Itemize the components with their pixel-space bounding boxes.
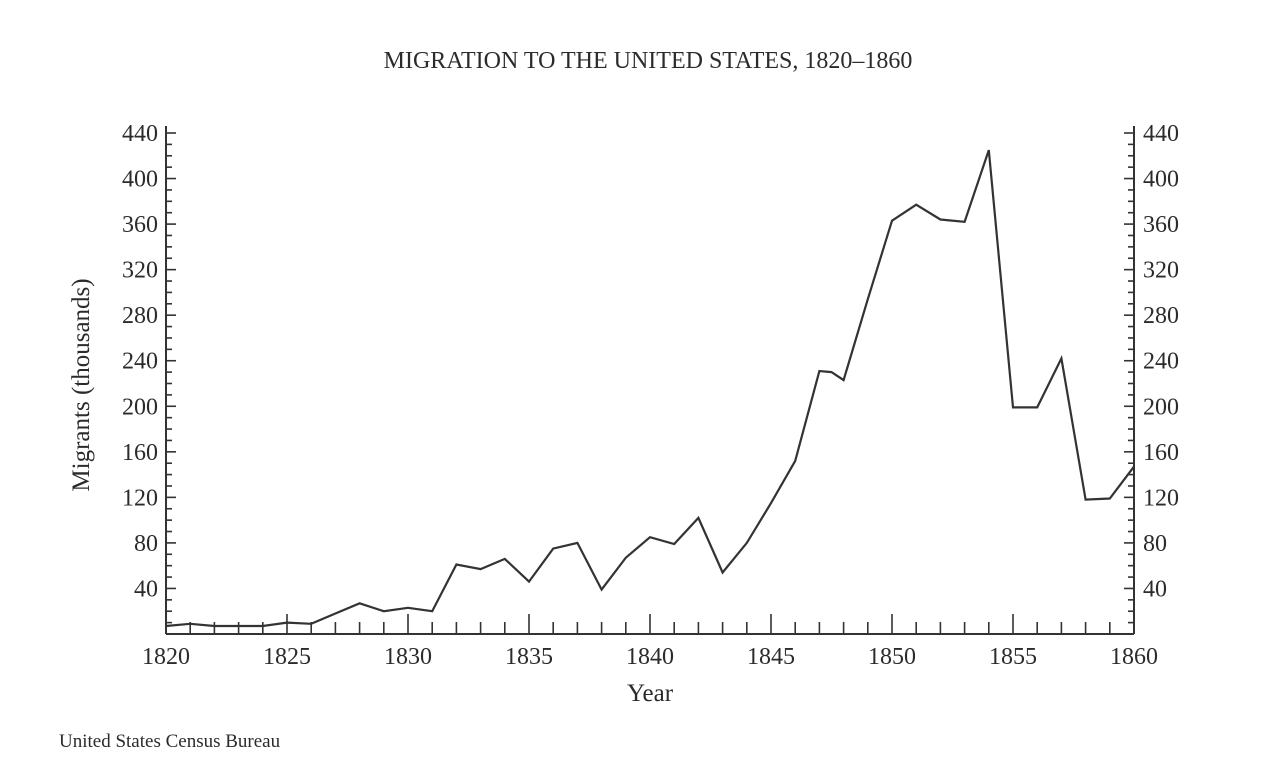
x-tick-label: 1820 [142, 644, 190, 670]
x-tick-label: 1840 [626, 644, 674, 670]
x-tick-label: 1850 [868, 644, 916, 670]
y-tick-label: 320 [122, 258, 158, 284]
x-tick-label: 1830 [384, 644, 432, 670]
y-tick-label-right: 280 [1143, 303, 1179, 329]
x-tick-label: 1860 [1110, 644, 1158, 670]
y-tick-label: 40 [134, 576, 158, 602]
migrants-series-line [165, 149, 1135, 628]
y-tick-label-right: 160 [1143, 440, 1179, 466]
y-tick-label-right: 400 [1143, 167, 1179, 193]
chart-title: MIGRATION TO THE UNITED STATES, 1820–186… [384, 48, 913, 74]
source-note: United States Census Bureau [59, 731, 281, 752]
y-tick-label: 280 [122, 303, 158, 329]
x-tick-label: 1855 [989, 644, 1037, 670]
axis-tick-labels: 40 40 80 80 120 120 160 160 200 200 240 240 280 280 32… [122, 121, 1179, 670]
y-tick-label-right: 80 [1143, 531, 1167, 557]
x-axis-label: Year [627, 680, 674, 707]
y-tick-label: 120 [122, 485, 158, 511]
y-tick-label: 240 [122, 349, 158, 375]
y-tick-label: 400 [122, 167, 158, 193]
y-tick-label-right: 440 [1143, 121, 1179, 147]
y-tick-label-right: 200 [1143, 394, 1179, 420]
y-tick-label-right: 120 [1143, 485, 1179, 511]
y-tick-label-right: 360 [1143, 212, 1179, 238]
axis-ticks [165, 132, 1135, 634]
x-tick-label: 1845 [747, 644, 795, 670]
y-tick-label: 160 [122, 440, 158, 466]
y-tick-label-right: 40 [1143, 576, 1167, 602]
y-tick-label-right: 320 [1143, 258, 1179, 284]
chart-axes [165, 126, 1135, 635]
y-tick-label: 440 [122, 121, 158, 147]
y-tick-label: 200 [122, 394, 158, 420]
x-tick-label: 1835 [505, 644, 553, 670]
y-tick-label: 360 [122, 212, 158, 238]
y-axis-label: Migrants (thousands) [68, 278, 95, 491]
x-tick-label: 1825 [263, 644, 311, 670]
y-tick-label: 80 [134, 531, 158, 557]
y-tick-label-right: 240 [1143, 349, 1179, 375]
